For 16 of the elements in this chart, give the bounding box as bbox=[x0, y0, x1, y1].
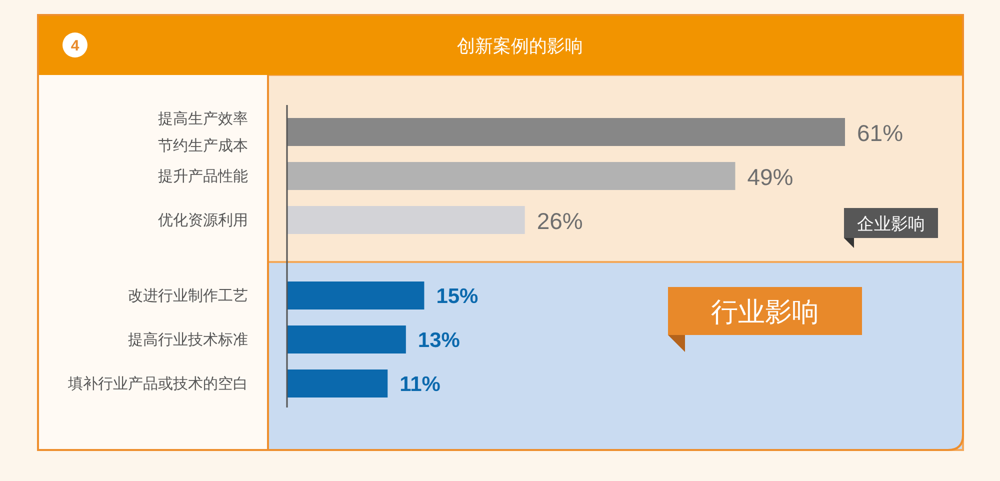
y-tick-label: 填补行业产品或技术的空白 bbox=[67, 375, 248, 392]
band-label: 行业影响 bbox=[711, 297, 819, 327]
band-label: 企业影响 bbox=[857, 214, 925, 234]
y-tick-label: 改进行业制作工艺 bbox=[128, 287, 248, 304]
data-label: 13% bbox=[418, 329, 460, 352]
text: 4 bbox=[70, 38, 80, 54]
y-tick-label: 优化资源利用 bbox=[158, 212, 248, 228]
data-label: 15% bbox=[436, 285, 479, 308]
y-tick-label: 提升产品性能 bbox=[158, 168, 248, 184]
data-label: 11% bbox=[400, 373, 441, 396]
chart-title: 创新案例的影响 bbox=[457, 36, 583, 56]
y-tick-label: 提高生产效率节约生产成本 bbox=[158, 110, 248, 154]
data-label: 49% bbox=[747, 164, 794, 190]
data-label: 26% bbox=[536, 208, 583, 234]
y-tick-label: 提高行业技术标准 bbox=[128, 331, 248, 348]
data-label: 61% bbox=[857, 120, 904, 146]
